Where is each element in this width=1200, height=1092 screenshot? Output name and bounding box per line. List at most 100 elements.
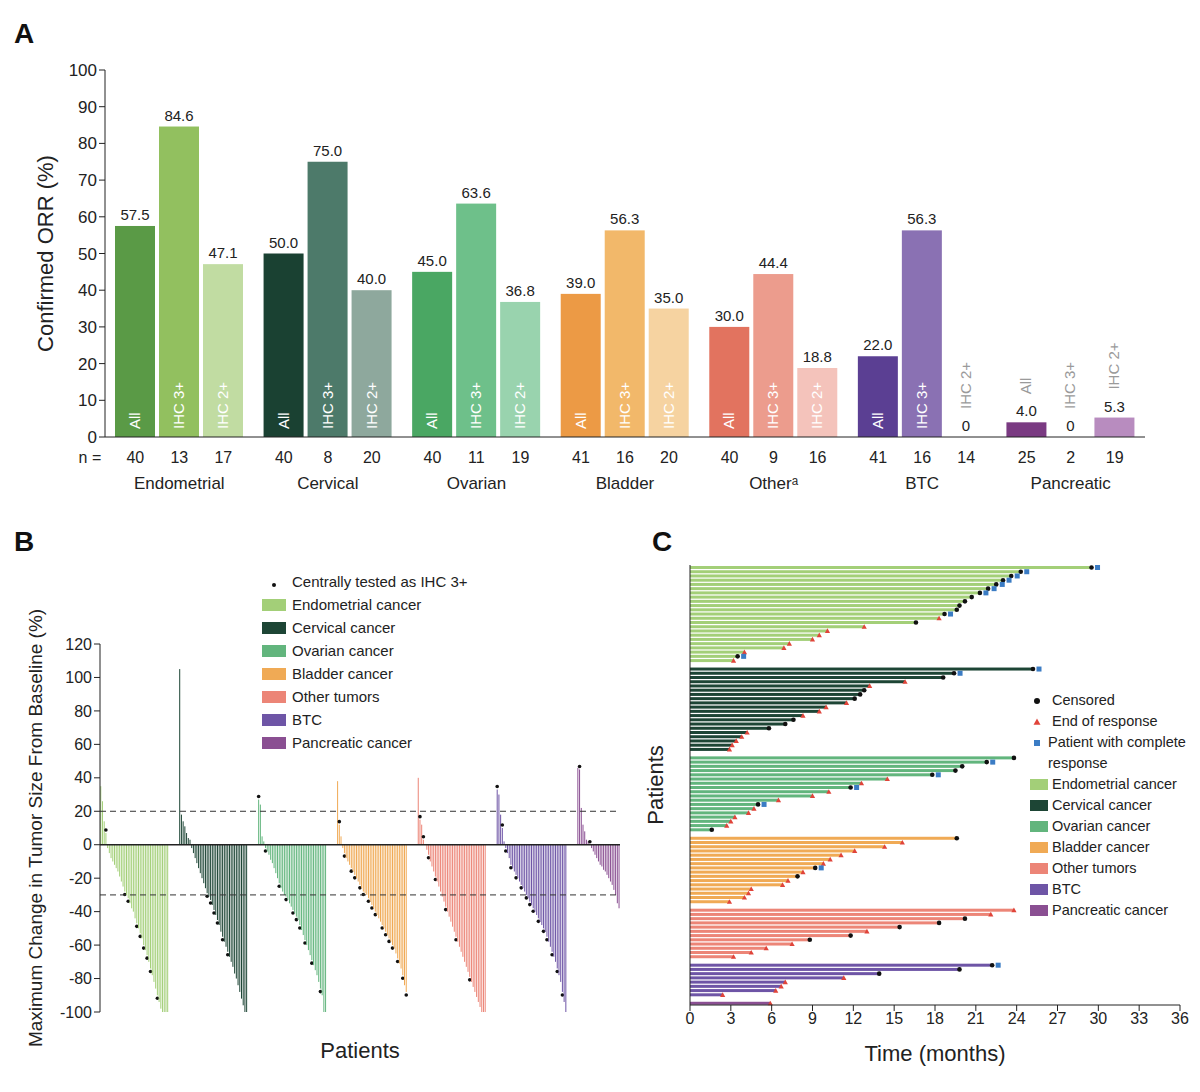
svg-text:0: 0 [1066,417,1074,434]
svg-text:8: 8 [323,449,332,466]
svg-text:2: 2 [1066,449,1075,466]
svg-text:35.0: 35.0 [654,289,683,306]
svg-text:44.4: 44.4 [759,254,788,271]
svg-text:39.0: 39.0 [566,274,595,291]
svg-text:All: All [869,412,886,429]
svg-text:56.3: 56.3 [610,210,639,227]
svg-text:36.8: 36.8 [506,282,535,299]
svg-text:IHC 2+: IHC 2+ [1105,342,1122,389]
svg-text:24: 24 [1008,1010,1026,1027]
svg-text:5.3: 5.3 [1104,398,1125,415]
svg-text:27: 27 [1049,1010,1067,1027]
svg-text:0: 0 [83,836,92,853]
svg-text:15: 15 [885,1010,903,1027]
svg-text:20: 20 [363,449,381,466]
svg-text:IHC 2+: IHC 2+ [808,382,825,429]
svg-text:40: 40 [74,769,92,786]
svg-text:30: 30 [1089,1010,1107,1027]
svg-text:120: 120 [65,636,92,653]
svg-text:80: 80 [74,703,92,720]
svg-text:All: All [720,412,737,429]
svg-text:3: 3 [726,1010,735,1027]
svg-text:Endometrial: Endometrial [134,474,225,493]
svg-text:75.0: 75.0 [313,142,342,159]
svg-text:-100: -100 [60,1004,92,1021]
svg-text:14: 14 [957,449,975,466]
svg-text:25: 25 [1018,449,1036,466]
svg-text:9: 9 [769,449,778,466]
svg-text:45.0: 45.0 [418,252,447,269]
svg-text:84.6: 84.6 [164,107,193,124]
svg-text:100: 100 [65,669,92,686]
svg-text:16: 16 [809,449,827,466]
svg-text:Pancreatic: Pancreatic [1031,474,1112,493]
svg-text:16: 16 [913,449,931,466]
svg-text:Maximum Change in Tumor Size F: Maximum Change in Tumor Size From Baseli… [25,609,46,1047]
svg-text:IHC 2+: IHC 2+ [214,382,231,429]
svg-text:60: 60 [78,208,97,227]
svg-text:-80: -80 [69,970,92,987]
svg-text:Otherᵃ: Otherᵃ [749,474,799,493]
svg-text:Cervical: Cervical [297,474,358,493]
svg-text:19: 19 [1106,449,1124,466]
svg-text:70: 70 [78,171,97,190]
svg-text:18: 18 [926,1010,944,1027]
svg-text:IHC 3+: IHC 3+ [170,382,187,429]
svg-text:22.0: 22.0 [863,336,892,353]
svg-text:16: 16 [616,449,634,466]
svg-text:IHC 3+: IHC 3+ [319,382,336,429]
svg-text:80: 80 [78,134,97,153]
svg-text:Ovarian: Ovarian [447,474,507,493]
svg-text:10: 10 [78,391,97,410]
svg-text:All: All [1017,378,1034,395]
svg-text:IHC 2+: IHC 2+ [363,382,380,429]
svg-text:Confirmed ORR (%): Confirmed ORR (%) [33,155,58,352]
svg-text:40.0: 40.0 [357,270,386,287]
svg-text:All: All [423,412,440,429]
svg-text:BTC: BTC [905,474,939,493]
svg-text:63.6: 63.6 [462,184,491,201]
svg-text:40: 40 [126,449,144,466]
svg-text:-20: -20 [69,870,92,887]
svg-text:50: 50 [78,245,97,264]
svg-text:30: 30 [78,318,97,337]
svg-text:33: 33 [1130,1010,1148,1027]
svg-text:-60: -60 [69,937,92,954]
svg-text:Bladder: Bladder [596,474,655,493]
svg-text:36: 36 [1171,1010,1189,1027]
svg-text:41: 41 [869,449,887,466]
svg-text:60: 60 [74,736,92,753]
svg-text:6: 6 [767,1010,776,1027]
svg-text:40: 40 [721,449,739,466]
svg-text:IHC 3+: IHC 3+ [1061,362,1078,409]
svg-text:n =: n = [79,449,102,466]
svg-text:IHC 2+: IHC 2+ [957,362,974,409]
svg-text:-40: -40 [69,903,92,920]
svg-text:50.0: 50.0 [269,234,298,251]
svg-text:IHC 2+: IHC 2+ [511,382,528,429]
svg-text:41: 41 [572,449,590,466]
svg-text:19: 19 [512,449,530,466]
svg-text:20: 20 [78,355,97,374]
svg-text:11: 11 [468,449,485,466]
svg-text:47.1: 47.1 [208,244,237,261]
svg-text:57.5: 57.5 [120,206,149,223]
svg-text:40: 40 [424,449,442,466]
svg-text:IHC 3+: IHC 3+ [764,382,781,429]
svg-text:IHC 2+: IHC 2+ [660,382,677,429]
svg-text:Patients: Patients [320,1038,400,1063]
svg-text:18.8: 18.8 [803,348,832,365]
svg-text:17: 17 [214,449,232,466]
svg-text:IHC 3+: IHC 3+ [913,382,930,429]
svg-text:All: All [572,412,589,429]
svg-text:Time (months): Time (months) [865,1041,1006,1066]
svg-text:IHC 3+: IHC 3+ [616,382,633,429]
svg-text:Patients: Patients [643,745,668,825]
svg-text:30.0: 30.0 [715,307,744,324]
svg-text:All: All [275,412,292,429]
svg-text:0: 0 [686,1010,695,1027]
svg-text:40: 40 [275,449,293,466]
svg-text:100: 100 [69,61,97,80]
svg-text:9: 9 [808,1010,817,1027]
svg-text:90: 90 [78,98,97,117]
